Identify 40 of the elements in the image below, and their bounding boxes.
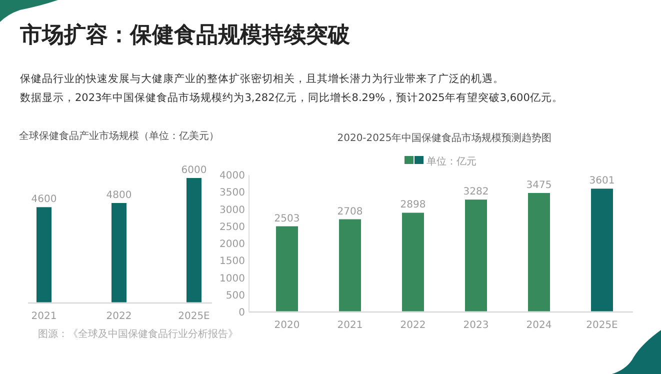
y-tick-label: 4000 — [220, 170, 245, 182]
x-tick-label: 2021 — [337, 320, 363, 331]
chart-title: 2020-2025年中国保健食品市场规模预测趋势图 — [337, 132, 552, 144]
data-label: 3601 — [589, 176, 615, 187]
data-label: 2898 — [400, 200, 426, 211]
text: 数据显示，2023年中国保健食品市场规模约为3,282亿元，同比增长8.29%，预计2025年有望突破3,600亿元。 — [20, 91, 563, 104]
x-tick-label: 2024 — [526, 320, 552, 331]
data-label: 2503 — [274, 213, 300, 224]
bar — [276, 226, 298, 312]
y-tick-label: 1000 — [220, 273, 245, 284]
y-tick-label: 2000 — [220, 239, 245, 250]
y-tick-label: 0 — [238, 308, 245, 318]
x-tick-label: 2023 — [463, 320, 489, 331]
chart-title: 全球保健食品产业市场规模（单位：亿美元） — [19, 130, 219, 142]
bar — [528, 192, 550, 312]
bar — [402, 212, 424, 312]
x-tick-label: 2025E — [586, 320, 618, 331]
y-tick-label: 2500 — [220, 222, 245, 233]
bar — [591, 188, 613, 312]
x-tick-label: 2022 — [106, 311, 132, 322]
data-label: 3282 — [463, 186, 489, 198]
x-tick-label: 2022 — [400, 320, 426, 331]
x-tick-label: 2021 — [31, 311, 57, 322]
y-tick-label: 500 — [226, 290, 245, 302]
data-label: 2708 — [337, 206, 363, 218]
bar — [339, 219, 361, 312]
x-tick-label: 2025E — [178, 311, 210, 322]
bar — [465, 200, 487, 312]
data-label: 4800 — [106, 190, 132, 201]
data-label: 6000 — [181, 165, 207, 176]
text: 图源：《全球及中国保健食品行业分析报告》 — [38, 328, 238, 340]
y-tick-label: 1500 — [220, 256, 245, 268]
y-tick-label: 3500 — [220, 188, 245, 199]
y-tick-label: 3000 — [220, 204, 245, 216]
data-label: 4600 — [31, 194, 57, 206]
text: 市场扩容：保健食品规模持续突破 — [19, 22, 351, 48]
text: 保健品行业的快速发展与大健康产业的整体扩张密切相关，且其增长潜力为行业带来了广泛的机遇。 — [20, 72, 504, 85]
data-label: 3475 — [526, 180, 552, 191]
legend-label: 单位：亿元 — [426, 156, 476, 168]
x-tick-label: 2020 — [274, 320, 300, 331]
